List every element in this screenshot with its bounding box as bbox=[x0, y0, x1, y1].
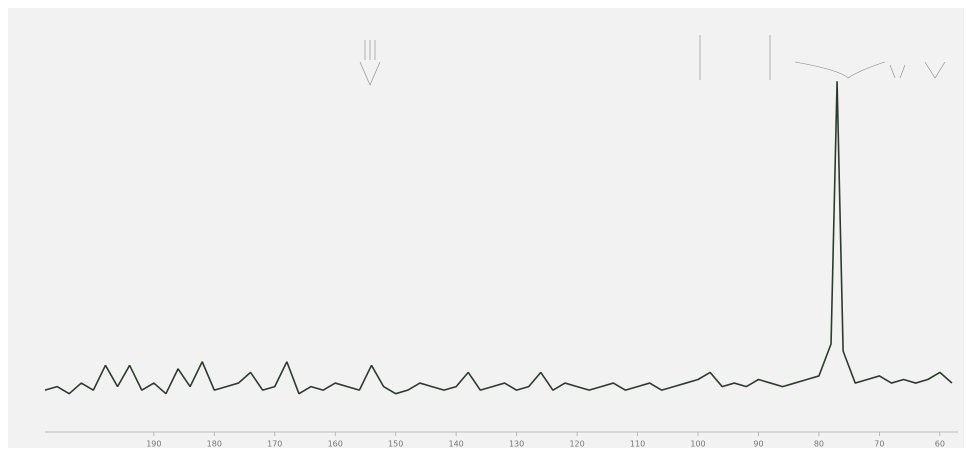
x-tick-label: 110 bbox=[630, 440, 645, 449]
x-tick-label: 150 bbox=[388, 440, 403, 449]
x-tick-label: 90 bbox=[753, 440, 763, 449]
annotation-lines bbox=[794, 61, 946, 79]
x-tick-label: 170 bbox=[267, 440, 282, 449]
x-tick-label: 190 bbox=[146, 440, 161, 449]
x-tick-label: 180 bbox=[207, 440, 222, 449]
x-tick-label: 80 bbox=[814, 440, 824, 449]
x-tick-label: 70 bbox=[874, 440, 884, 449]
x-tick-label: 100 bbox=[690, 440, 705, 449]
annotation-lines bbox=[359, 40, 381, 86]
spectrum-line bbox=[44, 81, 953, 395]
x-tick-label: 140 bbox=[449, 440, 464, 449]
peak-annotations bbox=[359, 35, 946, 86]
x-tick-label: 60 bbox=[935, 440, 945, 449]
x-tick-label: 130 bbox=[509, 440, 524, 449]
x-tick-label: 120 bbox=[569, 440, 584, 449]
x-tick-label: 160 bbox=[328, 440, 343, 449]
plot-background bbox=[8, 8, 964, 448]
annotation-lines bbox=[699, 35, 771, 80]
